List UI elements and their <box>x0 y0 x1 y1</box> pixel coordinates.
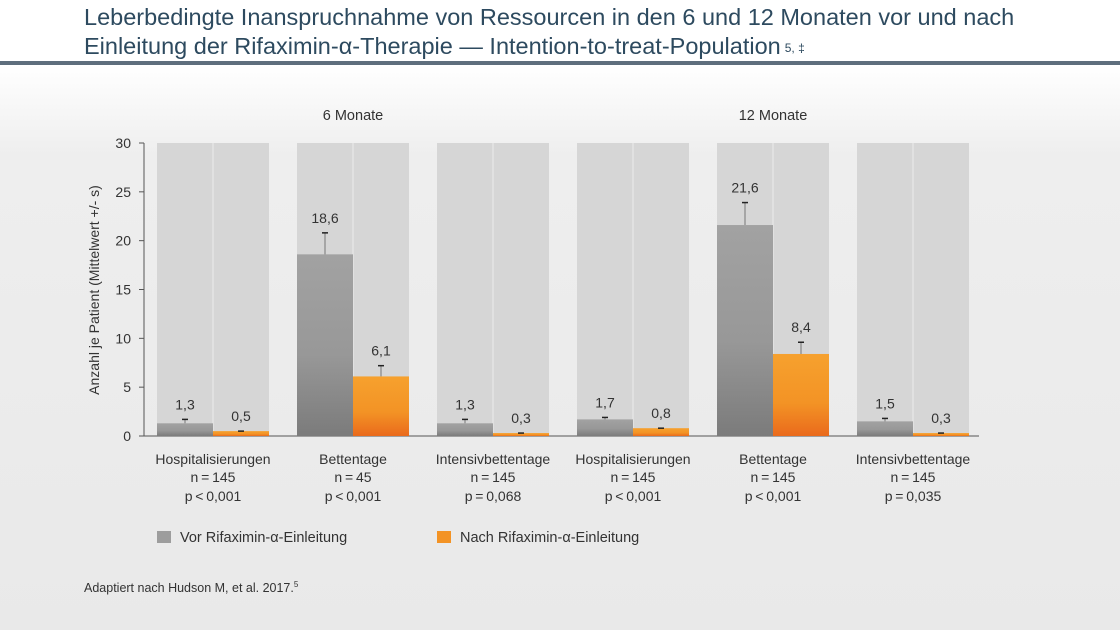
source-note-ref: 5 <box>293 580 299 589</box>
bar-after <box>633 428 689 436</box>
p-value-label: p = 0,068 <box>465 488 522 504</box>
category-label: Bettentage <box>319 451 387 467</box>
chart-title: Leberbedingte Inanspruchnahme von Ressou… <box>84 3 1104 61</box>
sample-size-label: n = 145 <box>611 469 656 485</box>
sample-size-label: n = 145 <box>891 469 936 485</box>
data-label: 21,6 <box>731 180 758 196</box>
category-label: Intensivbettentage <box>436 451 551 467</box>
p-value-label: p < 0,001 <box>325 488 382 504</box>
legend-swatch <box>157 531 171 543</box>
data-label: 8,4 <box>791 319 811 335</box>
source-note: Adaptiert nach Hudson M, et al. 2017.5 <box>84 580 298 595</box>
y-tick-label: 10 <box>115 330 131 346</box>
data-label: 1,3 <box>175 396 195 412</box>
bar-before <box>857 421 913 436</box>
sample-size-label: n = 145 <box>471 469 516 485</box>
legend: Vor Rifaximin-α-Einleitung Nach Rifaximin… <box>157 530 639 546</box>
legend-label: Vor Rifaximin-α-Einleitung <box>180 530 347 546</box>
data-label: 0,3 <box>511 410 531 426</box>
y-tick-label: 30 <box>115 135 131 151</box>
y-axis-title: Anzahl je Patient (Mittelwert +/- s) <box>86 185 102 395</box>
category-label: Intensivbettentage <box>856 451 971 467</box>
data-label: 1,5 <box>875 395 895 411</box>
period-label: 12 Monate <box>739 108 808 124</box>
title-footnote-marks: 5, ‡ <box>784 41 805 55</box>
source-note-text: Adaptiert nach Hudson M, et al. 2017. <box>84 581 294 596</box>
y-tick-label: 20 <box>115 233 131 249</box>
legend-label: Nach Rifaximin-α-Einleitung <box>460 530 639 546</box>
data-label: 1,3 <box>455 396 475 412</box>
bar-before <box>157 423 213 436</box>
bar-after <box>913 433 969 436</box>
p-value-label: p < 0,001 <box>745 488 802 504</box>
data-label: 0,3 <box>931 410 951 426</box>
y-tick-label: 15 <box>115 282 131 298</box>
bar-before <box>297 254 353 436</box>
group-backgrounds <box>157 143 969 436</box>
chart-title-text: Leberbedingte Inanspruchnahme von Ressou… <box>84 4 1015 59</box>
y-tick-label: 25 <box>115 184 131 200</box>
category-label: Bettentage <box>739 451 807 467</box>
category-label: Hospitalisierungen <box>155 451 270 467</box>
sample-size-label: n = 45 <box>334 469 371 485</box>
bar-before <box>577 419 633 436</box>
y-tick-label: 0 <box>123 428 131 444</box>
period-label: 6 Monate <box>323 108 383 124</box>
bar-after <box>353 376 409 436</box>
bar-before <box>717 225 773 436</box>
data-label: 0,8 <box>651 405 671 421</box>
data-label: 18,6 <box>311 210 338 226</box>
data-label: 0,5 <box>231 408 251 424</box>
data-label: 6,1 <box>371 343 391 359</box>
bars <box>157 201 969 436</box>
labels: 6 Monate 12 Monate 1,3 0,5 Hospitalisierunge… <box>155 108 970 504</box>
legend-swatch <box>437 531 451 543</box>
p-value-label: p < 0,001 <box>605 488 662 504</box>
title-divider <box>0 61 1120 65</box>
p-value-label: p = 0,035 <box>885 488 942 504</box>
bar-before <box>437 423 493 436</box>
bar-after <box>773 353 829 436</box>
y-axis: 0 5 10 15 20 25 30 Anzahl je Patient (Mittelwer… <box>86 135 979 444</box>
bar-after <box>213 431 269 436</box>
sample-size-label: n = 145 <box>191 469 236 485</box>
bar-after <box>493 433 549 436</box>
sample-size-label: n = 145 <box>751 469 796 485</box>
y-tick-label: 5 <box>123 379 131 395</box>
p-value-label: p < 0,001 <box>185 488 242 504</box>
category-label: Hospitalisierungen <box>575 451 690 467</box>
header: Leberbedingte Inanspruchnahme von Ressou… <box>0 0 1120 68</box>
data-label: 1,7 <box>595 394 615 410</box>
